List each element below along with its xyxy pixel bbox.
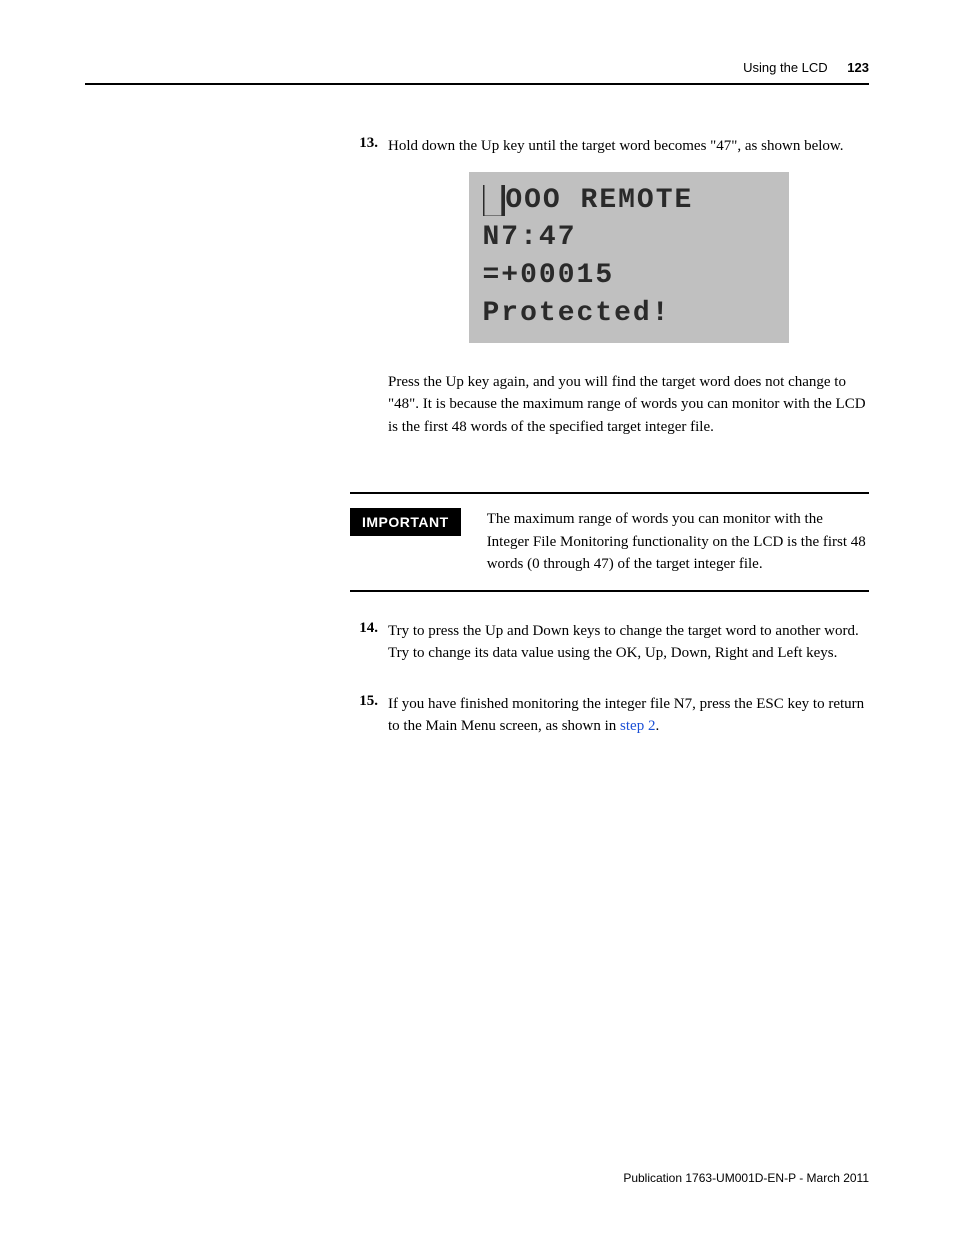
- header-section: Using the LCD: [743, 60, 828, 75]
- step-14-text: Try to press the Up and Down keys to cha…: [388, 620, 869, 665]
- step-2-link[interactable]: step 2: [620, 718, 655, 734]
- important-label: IMPORTANT: [350, 508, 461, 536]
- page-header: Using the LCD 123: [85, 60, 869, 85]
- step-number: 15.: [350, 693, 378, 752]
- step-13: 13. Hold down the Up key until the targe…: [350, 135, 869, 452]
- step-13-after: Press the Up key again, and you will fin…: [388, 371, 869, 439]
- lcd-row-3: =+00015: [483, 257, 775, 295]
- step-body: If you have finished monitoring the inte…: [388, 693, 869, 752]
- content-column: 13. Hold down the Up key until the targe…: [350, 135, 869, 752]
- lcd-row-1-text: OOO REMOTE: [505, 185, 693, 216]
- header-page-number: 123: [847, 60, 869, 75]
- step-body: Hold down the Up key until the target wo…: [388, 135, 869, 452]
- step-body: Try to press the Up and Down keys to cha…: [388, 620, 869, 679]
- step-15-text: If you have finished monitoring the inte…: [388, 693, 869, 738]
- step-number: 14.: [350, 620, 378, 679]
- lcd-row-4: Protected!: [483, 295, 775, 333]
- lcd-screen: █OOO REMOTE N7:47 =+00015 Protected!: [469, 172, 789, 343]
- lcd-cursor-block: █: [483, 185, 506, 216]
- step-13-text: Hold down the Up key until the target wo…: [388, 135, 869, 158]
- lcd-row-2: N7:47: [483, 219, 775, 257]
- important-text: The maximum range of words you can monit…: [487, 508, 869, 576]
- important-callout: IMPORTANT The maximum range of words you…: [350, 492, 869, 592]
- step-number: 13.: [350, 135, 378, 452]
- page: Using the LCD 123 13. Hold down the Up k…: [0, 0, 954, 1235]
- page-footer: Publication 1763-UM001D-EN-P - March 201…: [623, 1171, 869, 1185]
- lcd-row-1: █OOO REMOTE: [483, 182, 775, 220]
- step-14: 14. Try to press the Up and Down keys to…: [350, 620, 869, 679]
- step-15-text-b: .: [655, 718, 659, 734]
- lcd-figure: █OOO REMOTE N7:47 =+00015 Protected!: [388, 172, 869, 343]
- step-15: 15. If you have finished monitoring the …: [350, 693, 869, 752]
